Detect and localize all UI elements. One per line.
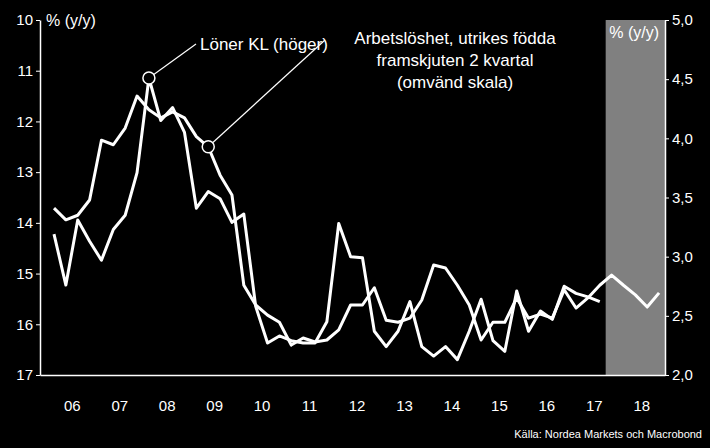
plot-area	[54, 20, 665, 375]
tick: 14	[444, 375, 461, 414]
tick: 15	[491, 375, 508, 414]
annotation-text: Löner KL (höger)	[200, 35, 328, 54]
tick: 13	[396, 375, 413, 414]
tick-mark	[36, 274, 40, 275]
tick: 3,0	[665, 248, 693, 265]
annotation-text: Arbetslöshet, utrikes födda	[354, 29, 556, 48]
tick-label: 3,5	[672, 189, 693, 206]
tick: 14	[16, 214, 40, 231]
tick-label: 16	[16, 316, 33, 333]
series-line	[54, 78, 600, 360]
tick-label: 09	[206, 397, 223, 414]
y-axis-title: % (y/y)	[46, 12, 96, 29]
tick: 2,5	[665, 307, 693, 324]
tick-label: 18	[633, 397, 650, 414]
x-axis: 06 07 08 09 10 11 12 13 14 15 16 17 18	[41, 375, 666, 414]
tick-label: 16	[539, 397, 556, 414]
tick: 11	[17, 62, 40, 79]
axis-line	[40, 21, 42, 376]
tick: 2,0	[665, 366, 693, 383]
tick-mark	[665, 316, 669, 317]
axis-line	[41, 375, 666, 377]
tick-label: 12	[16, 113, 33, 130]
tick-label: 17	[16, 366, 33, 383]
annotation-leader	[149, 44, 196, 78]
tick-label: 14	[444, 397, 461, 414]
tick: 18	[633, 375, 650, 414]
background	[0, 0, 710, 448]
tick: 07	[111, 375, 128, 414]
tick-label: 13	[396, 397, 413, 414]
tick: 06	[64, 375, 81, 414]
tick-mark	[36, 172, 40, 173]
tick: 3,5	[665, 189, 693, 206]
annotation-text: framskjuten 2 kvartal	[377, 51, 534, 70]
tick-label: 17	[586, 397, 603, 414]
tick-label: 10	[254, 397, 271, 414]
tick: 15	[16, 265, 40, 282]
tick-label: 12	[349, 397, 366, 414]
tick-label: 08	[159, 397, 176, 414]
tick: 12	[16, 113, 40, 130]
tick-mark	[665, 138, 669, 139]
tick-label: 4,5	[672, 70, 693, 87]
tick-label: 10	[16, 11, 33, 28]
tick: 10	[16, 11, 40, 28]
tick: 11	[302, 375, 318, 414]
series-line	[54, 96, 659, 345]
tick: 10	[254, 375, 271, 414]
tick: 4,5	[665, 70, 693, 87]
tick-label: 2,5	[672, 307, 693, 324]
tick-mark	[665, 198, 669, 199]
tick-mark	[36, 375, 40, 376]
tick-mark	[665, 375, 669, 376]
annotation-text: (omvänd skala)	[397, 73, 513, 92]
tick-mark	[665, 79, 669, 80]
tick: 5,0	[665, 11, 693, 28]
tick-mark	[36, 20, 40, 21]
tick: 09	[206, 375, 223, 414]
y-axis: 10 11 12 13 14 15 16 17	[16, 11, 40, 383]
tick-label: 14	[16, 214, 33, 231]
tick-label: 4,0	[672, 130, 693, 147]
tick-mark	[36, 121, 40, 122]
tick-label: 11	[302, 397, 318, 414]
annotation-marker	[143, 72, 155, 84]
tick-label: 2,0	[672, 366, 693, 383]
tick-label: 13	[16, 163, 33, 180]
tick-label: 15	[491, 397, 508, 414]
tick: 4,0	[665, 130, 693, 147]
tick-mark	[36, 223, 40, 224]
tick-mark	[36, 71, 40, 72]
tick-label: 15	[16, 265, 33, 282]
tick: 16	[539, 375, 556, 414]
source: Källa: Nordea Markets och Macrobond	[514, 428, 702, 440]
tick: 17	[16, 366, 40, 383]
tick-label: 07	[111, 397, 128, 414]
y2-axis-title: % (y/y)	[609, 24, 659, 41]
tick-label: 5,0	[672, 11, 693, 28]
chart: 06 07 08 09 10 11 12 13 14 15 16 17 18 10 11 12 13 14 15 16…	[0, 0, 710, 448]
annotation-marker	[202, 141, 214, 153]
tick: 12	[349, 375, 366, 414]
tick-label: 06	[64, 397, 81, 414]
tick-mark	[665, 257, 669, 258]
tick: 16	[16, 316, 40, 333]
annotation-leader	[208, 40, 325, 147]
tick-mark	[665, 20, 669, 21]
tick: 17	[586, 375, 603, 414]
y2-axis: 2,0 2,5 3,0 3,5 4,0 4,5 5,0	[665, 11, 693, 383]
shaded-region	[606, 20, 665, 375]
tick: 08	[159, 375, 176, 414]
tick-label: 3,0	[672, 248, 693, 265]
tick-mark	[36, 324, 40, 325]
tick: 13	[16, 163, 40, 180]
tick-label: 11	[17, 62, 33, 79]
